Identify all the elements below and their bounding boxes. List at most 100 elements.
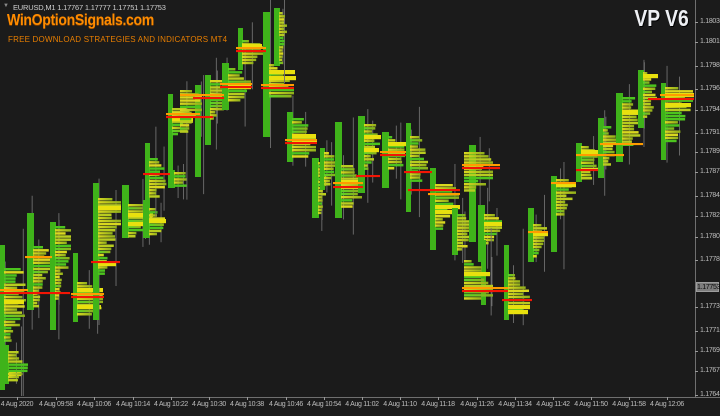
volume-profile-row [55, 260, 69, 263]
volume-profile-row [33, 295, 41, 299]
volume-profile-row [8, 369, 28, 373]
volume-profile-row [603, 144, 614, 148]
volume-profile-row [603, 138, 617, 141]
price-axis-label: 1.17825 [700, 212, 720, 219]
volume-profile-row [279, 27, 285, 30]
time-axis-label: 4 Aug 11:50 [574, 401, 608, 408]
volume-profile-highlight-row [128, 222, 149, 227]
volume-profile-row [665, 139, 677, 143]
volume-profile-column [143, 200, 150, 238]
volume-profile-row [643, 84, 657, 87]
volume-profile-row [435, 202, 454, 206]
volume-profile-row [622, 118, 638, 122]
poc-line [236, 50, 266, 53]
volume-profile-row [98, 250, 111, 254]
volume-profile-row [292, 149, 316, 152]
volume-profile-row [180, 117, 192, 121]
volume-profile-row [508, 274, 515, 277]
price-chart-canvas[interactable] [0, 0, 695, 397]
volume-profile-highlight-row [643, 74, 658, 79]
volume-profile-row [55, 253, 66, 257]
volume-profile-row [128, 228, 145, 232]
volume-profile-row [464, 173, 493, 177]
volume-profile-row [508, 280, 521, 283]
volume-profile-column [122, 185, 129, 238]
volume-profile-row [435, 196, 459, 199]
time-axis-label: 4 Aug 10:30 [191, 401, 227, 408]
poc-line [576, 154, 624, 157]
volume-profile-row [318, 168, 322, 171]
volume-profile-row [457, 232, 468, 236]
volume-profile-row [318, 162, 322, 165]
volume-profile-row [55, 281, 62, 285]
time-axis-tick [56, 397, 57, 400]
volume-profile-row [8, 372, 23, 376]
volume-profile-highlight-row [269, 70, 295, 75]
volume-profile-row [410, 142, 419, 145]
price-axis-label: 1.17645 [700, 391, 720, 398]
time-axis-tick [324, 397, 325, 400]
volume-profile-row [55, 266, 69, 269]
volume-profile-row [33, 283, 43, 286]
volume-profile-row [341, 168, 355, 171]
volume-profile-row [33, 261, 52, 264]
volume-profile-row [457, 235, 472, 239]
chart-collapse-icon[interactable]: ▼ [3, 3, 9, 9]
volume-profile-row [210, 117, 214, 120]
volume-profile-row [556, 191, 576, 194]
volume-profile-row [388, 136, 393, 139]
volume-profile-row [33, 304, 39, 308]
watermark-brand-title: WinOptionSignals.com [7, 12, 154, 29]
volume-profile-row [279, 52, 284, 55]
time-axis-label: 4 Aug 10:46 [268, 401, 304, 408]
poc-line [285, 142, 317, 145]
volume-profile-column [168, 94, 173, 188]
volume-profile-row [533, 251, 539, 255]
time-axis-label: 4 Aug 11:42 [536, 401, 570, 408]
volume-profile-row [149, 164, 162, 167]
volume-profile-row [180, 127, 190, 130]
volume-profile-row [55, 247, 71, 251]
poc-line [285, 139, 317, 142]
volume-profile-row [665, 121, 678, 124]
volume-profile-row [172, 132, 178, 136]
volume-profile-row [210, 80, 226, 83]
volume-profile-row [242, 55, 258, 58]
volume-profile-row [180, 102, 202, 105]
volume-profile-row [269, 73, 284, 76]
volume-profile-row [556, 206, 567, 210]
poc-line [462, 290, 508, 293]
volume-profile-row [4, 308, 18, 311]
volume-profile-row [464, 161, 493, 164]
volume-profile-row [410, 151, 426, 154]
volume-profile-row [324, 155, 335, 158]
volume-profile-row [77, 303, 94, 307]
volume-profile-row [292, 121, 302, 124]
volume-profile-row [464, 183, 486, 186]
time-axis-tick [133, 397, 134, 400]
volume-profile-highlight-row [242, 44, 262, 49]
poc-line [648, 98, 694, 101]
volume-profile-row [556, 210, 565, 213]
volume-profile-row [180, 96, 202, 99]
volume-profile-column [93, 183, 99, 320]
volume-profile-row [149, 195, 160, 198]
volume-profile-row [292, 118, 304, 121]
volume-profile-row [457, 245, 468, 248]
volume-profile-row [435, 184, 453, 187]
volume-profile-column [2, 345, 9, 384]
poc-line [180, 94, 224, 97]
volume-profile-column [406, 123, 411, 212]
volume-profile-row [33, 273, 43, 277]
volume-profile-row [149, 229, 162, 233]
price-axis-tick [695, 216, 698, 217]
volume-profile-row [643, 87, 656, 90]
volume-profile-highlight-row [484, 222, 502, 227]
volume-profile-highlight-row [556, 183, 576, 188]
volume-profile-row [318, 171, 322, 174]
price-axis-label: 1.17845 [700, 192, 720, 199]
volume-profile-row [388, 163, 404, 167]
volume-profile-row [643, 103, 651, 106]
volume-profile-row [98, 201, 121, 204]
volume-profile-row [180, 121, 192, 124]
